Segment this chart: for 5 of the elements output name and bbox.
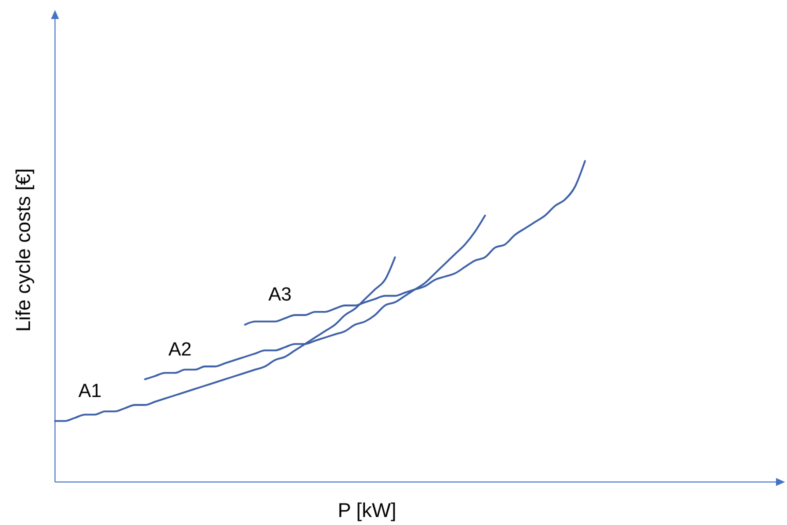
x-axis-title: P [kW] [338, 500, 396, 522]
series-label: A3 [268, 284, 292, 306]
series-label: A1 [78, 381, 102, 402]
y-axis-title: Life cycle costs [€] [13, 168, 35, 332]
series-label: A2 [168, 339, 192, 360]
